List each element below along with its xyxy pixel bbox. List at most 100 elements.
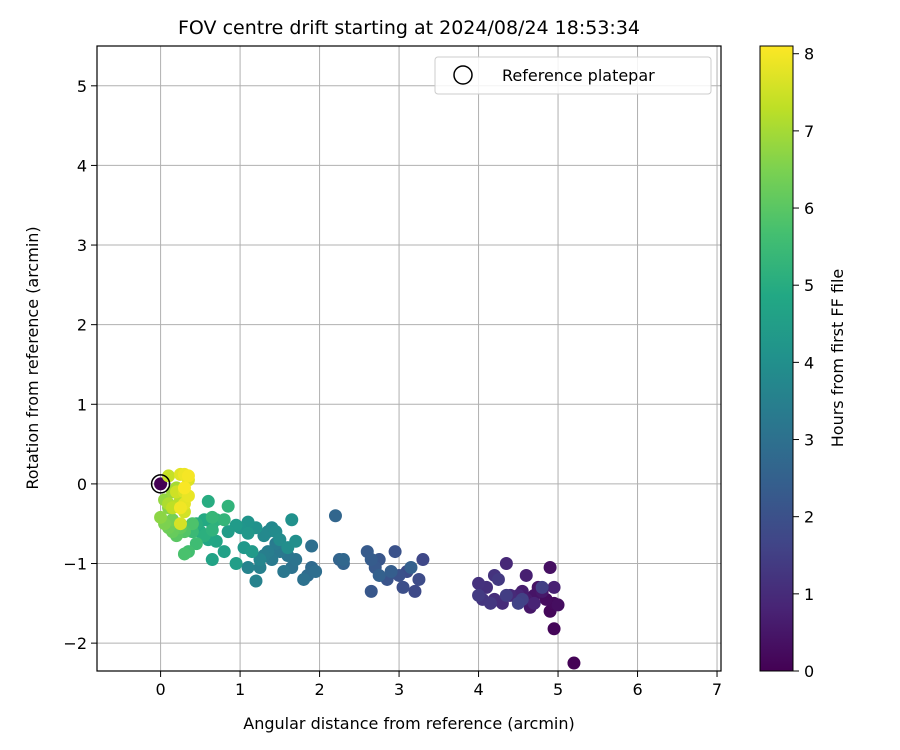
- data-point: [336, 553, 350, 567]
- grid-lines: [97, 46, 721, 671]
- data-point: [249, 574, 263, 588]
- data-point: [277, 564, 291, 578]
- data-point: [388, 545, 402, 559]
- legend: Reference platepar: [434, 56, 712, 95]
- y-tick-label: −2: [63, 634, 87, 653]
- data-point: [412, 572, 426, 586]
- colorbar-ticks: 0 1 2 3 4 5 6 7 8: [793, 45, 814, 681]
- data-point: [364, 553, 378, 567]
- data-point: [181, 469, 195, 483]
- data-point: [472, 576, 486, 590]
- data-point: [253, 553, 267, 567]
- data-point: [416, 553, 430, 567]
- colorbar: 0 1 2 3 4 5 6 7 8 Hours from first FF file: [759, 45, 847, 681]
- x-tick-label: 4: [473, 680, 483, 699]
- x-tick-label: 6: [632, 680, 642, 699]
- reference-marker: [150, 474, 171, 494]
- data-point: [519, 568, 533, 582]
- y-tick-label: 1: [77, 395, 87, 414]
- data-point: [221, 499, 235, 513]
- colorbar-tick-label: 3: [804, 431, 814, 450]
- data-point: [241, 526, 255, 540]
- data-point: [535, 580, 549, 594]
- data-point: [404, 560, 418, 574]
- legend-marker-icon: [453, 65, 473, 85]
- data-point: [154, 477, 168, 491]
- data-point: [289, 534, 303, 548]
- colorbar-tick-label: 8: [804, 45, 814, 64]
- data-point: [328, 509, 342, 523]
- data-point: [305, 539, 319, 553]
- data-point: [547, 622, 561, 636]
- data-point: [154, 510, 168, 524]
- colorbar-tick-label: 6: [804, 199, 814, 218]
- data-point: [547, 580, 561, 594]
- data-point: [173, 501, 187, 515]
- data-point: [201, 494, 215, 508]
- colorbar-tick-label: 2: [804, 508, 814, 527]
- data-point: [245, 545, 259, 559]
- data-point: [189, 537, 203, 551]
- data-point: [491, 572, 505, 586]
- x-tick-label: 1: [235, 680, 245, 699]
- data-point: [297, 572, 311, 586]
- data-point: [205, 553, 219, 567]
- data-point: [173, 517, 187, 531]
- data-point: [372, 568, 386, 582]
- legend-box: [434, 56, 712, 95]
- data-point: [177, 481, 191, 495]
- colorbar-tick-label: 7: [804, 122, 814, 141]
- data-point: [309, 564, 323, 578]
- data-point: [483, 596, 497, 610]
- chart-title: FOV centre drift starting at 2024/08/24 …: [178, 17, 640, 39]
- x-tick-label: 0: [155, 680, 165, 699]
- data-point: [185, 517, 199, 531]
- x-tick-label: 7: [712, 680, 722, 699]
- plot-frame: [96, 45, 722, 672]
- data-point: [384, 564, 398, 578]
- data-point: [205, 523, 219, 537]
- data-point: [217, 513, 231, 527]
- data-point: [527, 596, 541, 610]
- data-point: [567, 656, 581, 670]
- reference-platepar-marker: [150, 474, 171, 494]
- data-point: [217, 545, 231, 559]
- data-point: [551, 598, 565, 612]
- data-point: [396, 580, 410, 594]
- y-tick-label: 5: [77, 77, 87, 96]
- y-tick-label: −1: [63, 555, 87, 574]
- data-point: [273, 533, 287, 547]
- x-axis-ticks: 0 1 2 3 4 5 6 7: [155, 671, 722, 699]
- y-tick-label: 3: [77, 236, 87, 255]
- x-tick-label: 2: [314, 680, 324, 699]
- y-tick-label: 2: [77, 316, 87, 335]
- y-tick-label: 4: [77, 156, 87, 175]
- x-axis-label: Angular distance from reference (arcmin): [243, 714, 574, 733]
- colorbar-label: Hours from first FF file: [828, 269, 847, 448]
- colorbar-tick-label: 1: [804, 585, 814, 604]
- data-point: [408, 584, 422, 598]
- data-point: [472, 588, 486, 602]
- scatter-points: [154, 467, 581, 670]
- data-point: [177, 547, 191, 561]
- x-tick-label: 5: [553, 680, 563, 699]
- data-point: [364, 584, 378, 598]
- data-point: [229, 557, 243, 571]
- data-point: [221, 525, 235, 539]
- colorbar-gradient: [759, 45, 794, 672]
- data-point: [241, 560, 255, 574]
- data-point: [511, 596, 525, 610]
- data-point: [285, 513, 299, 527]
- data-point: [205, 510, 219, 524]
- y-tick-label: 0: [77, 475, 87, 494]
- y-axis-label: Rotation from reference (arcmin): [23, 226, 42, 489]
- x-tick-label: 3: [394, 680, 404, 699]
- data-point: [257, 529, 271, 543]
- colorbar-tick-label: 0: [804, 662, 814, 681]
- data-point: [499, 557, 513, 571]
- data-point: [543, 560, 557, 574]
- data-point: [499, 588, 513, 602]
- data-point: [162, 469, 176, 483]
- y-axis-ticks: −2 −1 0 1 2 3 4 5: [63, 77, 97, 653]
